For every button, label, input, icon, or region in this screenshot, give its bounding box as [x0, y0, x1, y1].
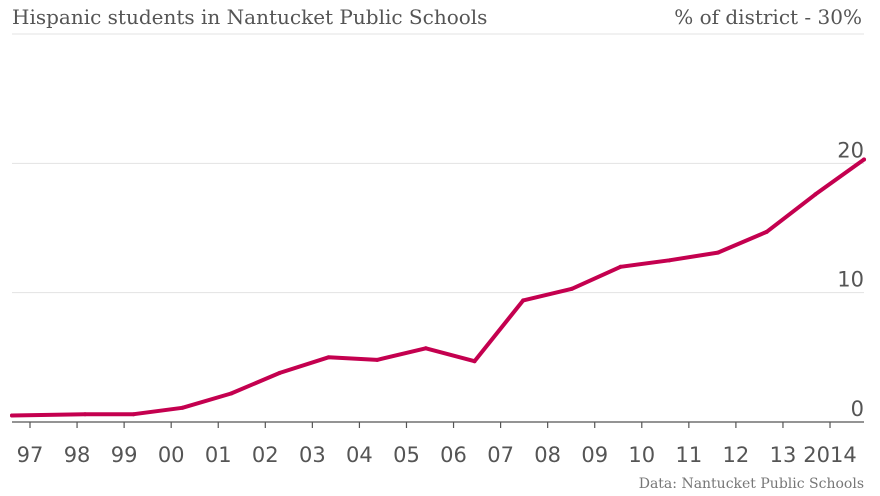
- x-axis: 97 98 99 00 01 02 03 04 05 06 07 08 09 10 11 12 13 2014: [12, 421, 864, 467]
- data-point: [131, 412, 136, 417]
- unit-label: % of district - 30%: [674, 5, 862, 29]
- y-tick-label: 20: [837, 138, 864, 162]
- x-tick-label: 13: [770, 443, 797, 467]
- x-tick-label: 01: [205, 443, 232, 467]
- x-tick-label: 04: [346, 443, 373, 467]
- x-tick-label: 03: [299, 443, 326, 467]
- data-point: [569, 286, 574, 291]
- x-tick-label: 00: [158, 443, 185, 467]
- x-tick-label: 06: [440, 443, 467, 467]
- data-point: [10, 413, 14, 418]
- data-point: [277, 370, 282, 375]
- data-point: [618, 264, 623, 269]
- series-layer: [10, 157, 866, 418]
- x-tick-label: 08: [534, 443, 561, 467]
- data-point: [813, 192, 818, 197]
- x-tick-label: 11: [675, 443, 702, 467]
- x-tick-label: 98: [64, 443, 91, 467]
- data-point: [521, 298, 526, 303]
- data-point: [715, 250, 720, 255]
- gridlines: [12, 33, 864, 294]
- x-tick-label: 10: [628, 443, 655, 467]
- x-tick-label: 99: [111, 443, 138, 467]
- data-point: [180, 405, 185, 410]
- x-tick-label: 2014: [803, 443, 856, 467]
- chart-title: Hispanic students in Nantucket Public Sc…: [12, 5, 487, 29]
- data-point: [326, 355, 331, 360]
- x-tick-label: 09: [581, 443, 608, 467]
- x-tick-label: 02: [252, 443, 279, 467]
- y-tick-label: 0: [851, 397, 864, 421]
- data-point: [229, 391, 234, 396]
- data-point: [375, 357, 380, 362]
- x-tick-label: 97: [17, 443, 44, 467]
- series-line: [10, 157, 866, 418]
- x-tick-label: 12: [723, 443, 750, 467]
- data-point: [83, 412, 88, 417]
- data-point: [862, 157, 866, 162]
- x-tick-label: 05: [393, 443, 420, 467]
- source-note: Data: Nantucket Public Schools: [639, 476, 864, 492]
- data-point: [423, 346, 428, 351]
- y-tick-label: 10: [837, 268, 864, 292]
- y-axis-tick-labels: 0 10 20: [837, 138, 864, 421]
- data-point: [764, 229, 769, 234]
- data-point: [472, 359, 477, 364]
- data-point: [667, 258, 672, 263]
- x-tick-label: 07: [487, 443, 514, 467]
